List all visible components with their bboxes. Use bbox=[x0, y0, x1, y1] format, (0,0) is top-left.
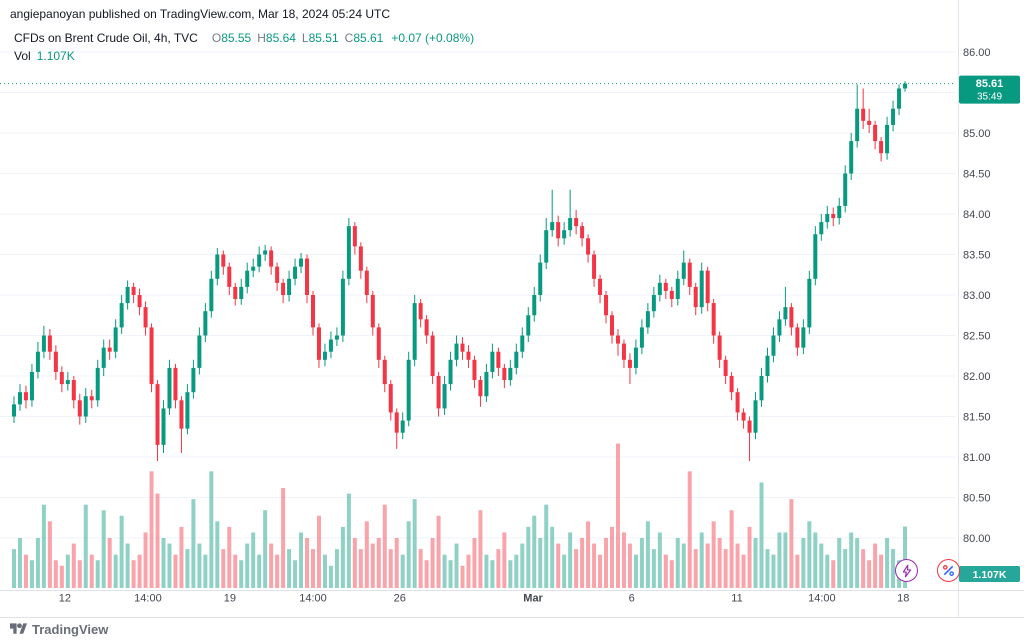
symbol-title[interactable]: CFDs on Brent Crude Oil, 4h, TVC bbox=[14, 31, 198, 45]
percent-icon bbox=[943, 565, 954, 576]
brand-text: TradingView bbox=[32, 622, 109, 637]
svg-text:82.50: 82.50 bbox=[963, 331, 991, 343]
svg-text:85.00: 85.00 bbox=[963, 128, 991, 140]
current-price-badge: 85.61 35:49 bbox=[959, 75, 1020, 104]
lightning-icon bbox=[902, 564, 911, 577]
close-label: C bbox=[344, 31, 354, 45]
tradingview-logo[interactable]: TradingView bbox=[10, 622, 108, 637]
volume-badge: 1.107K bbox=[959, 566, 1020, 582]
footer-bar: TradingView bbox=[0, 618, 1024, 643]
change-value: +0.07 (+0.08%) bbox=[391, 31, 475, 45]
svg-text:84.00: 84.00 bbox=[963, 209, 991, 221]
low-label: L bbox=[301, 31, 309, 45]
boost-icon[interactable] bbox=[895, 559, 918, 582]
svg-text:19: 19 bbox=[224, 593, 236, 605]
legend: CFDs on Brent Crude Oil, 4h, TVC O85.55 H… bbox=[14, 29, 474, 65]
candlesticks bbox=[12, 81, 908, 462]
bar-countdown: 35:49 bbox=[977, 92, 1002, 103]
svg-text:86.00: 86.00 bbox=[963, 47, 991, 59]
low-value: 85.51 bbox=[308, 31, 339, 45]
tradingview-mark-icon bbox=[10, 622, 27, 634]
time-scale[interactable]: 12 14:00 19 14:00 26 Mar 6 11 14:00 18 bbox=[59, 593, 910, 605]
close-value: 85.61 bbox=[353, 31, 384, 45]
svg-text:14:00: 14:00 bbox=[808, 593, 836, 605]
svg-text:14:00: 14:00 bbox=[299, 593, 327, 605]
open-value: 85.55 bbox=[221, 31, 252, 45]
open-label: O bbox=[211, 31, 222, 45]
volume-indicator-value: 1.107K bbox=[36, 49, 75, 63]
svg-text:80.50: 80.50 bbox=[963, 493, 991, 505]
svg-text:82.00: 82.00 bbox=[963, 371, 991, 383]
svg-text:11: 11 bbox=[731, 593, 742, 605]
ohlc-values: O85.55 H85.64 L85.51 C85.61 bbox=[206, 29, 384, 47]
price-gridlines bbox=[0, 51, 956, 539]
svg-text:80.00: 80.00 bbox=[963, 533, 991, 545]
reaction-icon[interactable] bbox=[937, 559, 960, 582]
attribution-text: angiepanoyan published on TradingView.co… bbox=[10, 7, 391, 21]
svg-text:6: 6 bbox=[629, 593, 635, 605]
high-value: 85.64 bbox=[265, 31, 296, 45]
svg-text:81.00: 81.00 bbox=[963, 452, 991, 464]
current-price-value: 85.61 bbox=[976, 78, 1004, 90]
svg-text:Mar: Mar bbox=[523, 593, 543, 605]
volume-bars bbox=[12, 443, 908, 588]
volume-badge-value: 1.107K bbox=[973, 569, 1007, 581]
svg-text:84.50: 84.50 bbox=[963, 169, 991, 181]
svg-text:14:00: 14:00 bbox=[134, 593, 162, 605]
svg-text:18: 18 bbox=[897, 593, 909, 605]
svg-text:83.50: 83.50 bbox=[963, 250, 991, 262]
svg-text:83.00: 83.00 bbox=[963, 290, 991, 302]
high-label: H bbox=[257, 31, 266, 45]
svg-text:81.50: 81.50 bbox=[963, 412, 991, 424]
price-scale[interactable]: 86.00 85.00 84.50 84.00 83.50 83.00 82.50 82.00… bbox=[963, 47, 991, 545]
volume-indicator-label[interactable]: Vol bbox=[14, 49, 31, 63]
svg-text:12: 12 bbox=[59, 593, 71, 605]
svg-text:26: 26 bbox=[394, 593, 406, 605]
